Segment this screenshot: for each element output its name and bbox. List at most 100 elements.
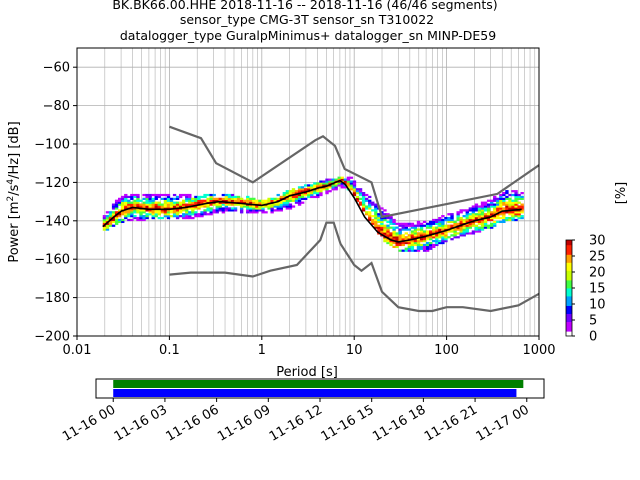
timeline-bar bbox=[113, 389, 517, 397]
heatmap-cell bbox=[429, 232, 433, 235]
heatmap-cell bbox=[395, 245, 399, 248]
heatmap-cell bbox=[435, 222, 439, 225]
heatmap-cell bbox=[279, 203, 283, 206]
heatmap-cell bbox=[389, 236, 393, 239]
heatmap-cell bbox=[374, 218, 378, 222]
heatmap-cell bbox=[352, 192, 357, 195]
heatmap-cell bbox=[282, 201, 287, 204]
heatmap-cell bbox=[493, 215, 497, 218]
heatmap-cell bbox=[130, 203, 134, 206]
heatmap-cell bbox=[352, 193, 357, 197]
heatmap-cell bbox=[121, 195, 125, 199]
heatmap-cell bbox=[462, 230, 466, 233]
heatmap-cell bbox=[508, 218, 512, 222]
heatmap-cell bbox=[197, 213, 201, 216]
heatmap-cell bbox=[142, 201, 146, 204]
heatmap-cell bbox=[425, 238, 430, 241]
heatmap-cell bbox=[517, 193, 521, 197]
heatmap-cell bbox=[468, 216, 473, 220]
heatmap-cell bbox=[505, 203, 509, 206]
heatmap-cell bbox=[352, 180, 357, 183]
heatmap-cell bbox=[118, 209, 122, 212]
heatmap-cell bbox=[218, 205, 222, 208]
heatmap-cell bbox=[413, 240, 418, 243]
heatmap-cell bbox=[459, 216, 463, 220]
heatmap-cell bbox=[316, 184, 320, 187]
heatmap-cell bbox=[157, 216, 161, 220]
heatmap-cell bbox=[419, 234, 424, 237]
heatmap-cell bbox=[441, 236, 445, 239]
heatmap-cell bbox=[130, 205, 134, 208]
heatmap-cell bbox=[282, 192, 287, 195]
heatmap-cell bbox=[154, 213, 158, 216]
heatmap-cell bbox=[343, 186, 347, 189]
heatmap-cell bbox=[209, 211, 213, 214]
heatmap-cell bbox=[389, 216, 393, 220]
heatmap-cell bbox=[511, 216, 515, 220]
heatmap-cell bbox=[258, 205, 262, 208]
heatmap-cell bbox=[105, 211, 110, 214]
heatmap-cell bbox=[118, 203, 122, 206]
heatmap-cell bbox=[508, 201, 512, 204]
heatmap-cell bbox=[151, 199, 155, 202]
heatmap-cell bbox=[438, 228, 442, 231]
x-tick-label: 0.01 bbox=[63, 343, 92, 358]
heatmap-cell bbox=[249, 205, 253, 208]
heatmap-cell bbox=[157, 201, 161, 204]
heatmap-cell bbox=[490, 199, 494, 202]
heatmap-cell bbox=[297, 199, 302, 202]
heatmap-cell bbox=[169, 205, 174, 208]
heatmap-cell bbox=[118, 213, 122, 216]
colorbar-segment bbox=[566, 267, 572, 270]
heatmap-cell bbox=[224, 195, 229, 199]
heatmap-cell bbox=[483, 205, 488, 208]
heatmap-cell bbox=[160, 193, 165, 197]
heatmap-cell bbox=[236, 203, 241, 206]
x-axis-ticks: 0.01 0.1 1 10 100 1000 bbox=[63, 336, 556, 358]
heatmap-cell bbox=[178, 195, 183, 199]
heatmap-cell bbox=[355, 192, 360, 195]
heatmap-cell bbox=[392, 238, 396, 241]
y-tick-label: −160 bbox=[34, 253, 70, 268]
heatmap-cell bbox=[520, 195, 524, 199]
heatmap-cell bbox=[209, 197, 213, 200]
heatmap-cell bbox=[160, 216, 165, 220]
heatmap-cell bbox=[133, 215, 137, 218]
heatmap-cell bbox=[486, 213, 491, 216]
heatmap-cell bbox=[102, 228, 107, 231]
heatmap-cell bbox=[111, 220, 116, 224]
heatmap-cell bbox=[124, 193, 128, 197]
heatmap-cell bbox=[435, 236, 439, 239]
heatmap-cell bbox=[374, 205, 378, 208]
heatmap-cell bbox=[386, 238, 390, 241]
heatmap-cell bbox=[282, 199, 287, 202]
heatmap-cell bbox=[377, 226, 381, 229]
heatmap-cell bbox=[358, 201, 363, 204]
heatmap-cell bbox=[111, 211, 116, 214]
heatmap-cell bbox=[148, 211, 152, 214]
heatmap-cell bbox=[474, 226, 479, 229]
heatmap-cell bbox=[243, 205, 247, 208]
heatmap-cell bbox=[392, 236, 396, 239]
heatmap-cell bbox=[185, 213, 189, 216]
heatmap-cell bbox=[453, 230, 457, 233]
heatmap-cell bbox=[166, 211, 171, 214]
colorbar-segment bbox=[566, 240, 572, 242]
colorbar-segment bbox=[566, 304, 572, 306]
heatmap-cell bbox=[432, 222, 436, 225]
heatmap-cell bbox=[182, 193, 186, 197]
heatmap-cell bbox=[154, 201, 158, 204]
heatmap-cell bbox=[172, 205, 177, 208]
heatmap-cell bbox=[505, 190, 509, 193]
heatmap-cell bbox=[227, 193, 232, 197]
heatmap-cell bbox=[151, 213, 155, 216]
heatmap-cell bbox=[175, 201, 180, 204]
heatmap-cell bbox=[169, 201, 174, 204]
heatmap-cell bbox=[404, 238, 408, 241]
heatmap-cell bbox=[471, 218, 476, 222]
heatmap-cell bbox=[462, 218, 466, 222]
timeline-tick-label: 11-16 15 bbox=[319, 402, 377, 444]
heatmap-cell bbox=[355, 188, 360, 191]
heatmap-cell bbox=[413, 232, 418, 235]
heatmap-cell bbox=[486, 207, 491, 210]
